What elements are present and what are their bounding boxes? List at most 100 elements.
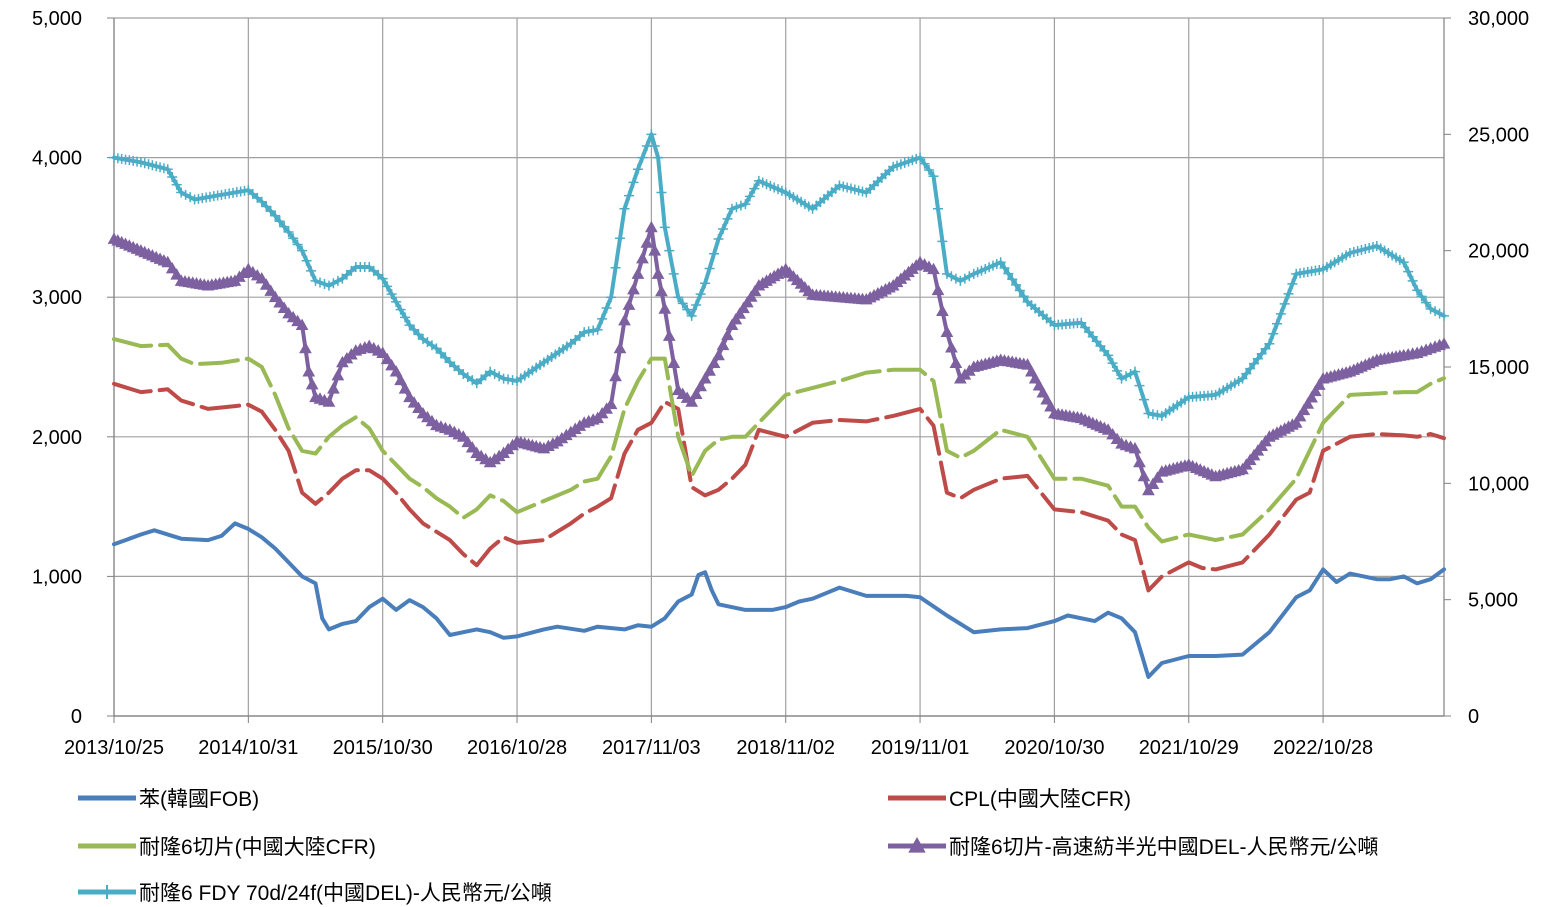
- series-point: [716, 338, 730, 351]
- series-point: [713, 234, 724, 245]
- series-point: [409, 324, 420, 335]
- x-tick-label: 2022/10/28: [1273, 737, 1373, 759]
- gridlines: [113, 17, 1444, 717]
- series-line: [112, 381, 1446, 593]
- series-point: [667, 356, 681, 369]
- series-point: [1425, 303, 1436, 314]
- series-point: [412, 401, 425, 414]
- x-tick-label: 2018/11/02: [736, 737, 835, 759]
- series-point: [1138, 394, 1149, 405]
- series-point: [1421, 297, 1432, 308]
- series-point: [950, 273, 961, 284]
- series-point: [1407, 275, 1418, 286]
- series-point: [949, 356, 963, 369]
- series-point: [709, 248, 720, 259]
- series-point: [615, 233, 626, 244]
- series-point: [592, 324, 603, 335]
- series-point: [435, 348, 446, 359]
- series-point: [677, 298, 688, 309]
- series-line: [112, 521, 1446, 679]
- series-point: [1412, 285, 1423, 296]
- series-point: [431, 343, 442, 354]
- series-point: [1134, 380, 1145, 391]
- series-point: [686, 310, 697, 321]
- series-point: [301, 255, 312, 266]
- legend-label: CPL(中國大陸CFR): [949, 788, 1131, 811]
- series-point: [255, 272, 269, 284]
- series-point: [618, 313, 631, 326]
- series-point: [1305, 391, 1318, 403]
- series-point: [941, 268, 952, 279]
- series-point: [1430, 306, 1441, 317]
- series-point: [610, 262, 621, 273]
- series-point: [737, 301, 750, 314]
- series-point: [668, 268, 679, 279]
- series-point: [1403, 266, 1414, 277]
- series-point: [588, 325, 599, 336]
- series-point: [1007, 274, 1018, 285]
- series-point: [936, 304, 949, 317]
- series-point: [919, 158, 930, 169]
- series-point: [695, 289, 706, 300]
- series-point: [601, 303, 612, 314]
- series-point: [382, 281, 393, 292]
- series-point: [1003, 268, 1014, 279]
- series-point: [376, 346, 390, 358]
- series-point: [999, 262, 1010, 273]
- series-point: [722, 213, 733, 224]
- x-tick-label: 2014/10/31: [198, 737, 298, 759]
- legend-item: 耐隆6切片(中國大陸CFR): [78, 836, 376, 859]
- y-right-tick-label: 10,000: [1468, 473, 1529, 495]
- series-point: [655, 284, 668, 297]
- series-point: [283, 227, 294, 238]
- series-line: [112, 225, 1446, 493]
- series-point: [664, 245, 675, 256]
- series-point: [653, 152, 664, 163]
- y-right-tick-label: 5,000: [1468, 590, 1518, 612]
- series-point: [927, 262, 940, 275]
- series-point: [658, 302, 672, 314]
- legend-label: 耐隆6切片(中國大陸CFR): [139, 836, 376, 859]
- series-point: [1128, 441, 1142, 454]
- series-3: [107, 220, 1451, 496]
- series-point: [606, 292, 617, 303]
- series-point: [314, 277, 325, 288]
- series-point: [613, 341, 627, 354]
- series-point: [640, 236, 654, 248]
- series-point: [400, 312, 411, 323]
- series-point: [651, 267, 665, 279]
- series-point: [331, 369, 345, 381]
- y-left-tick-label: 4,000: [32, 148, 82, 170]
- series-point: [1116, 373, 1127, 384]
- series-point: [265, 206, 276, 217]
- series-point: [185, 192, 196, 203]
- series-point: [721, 328, 734, 341]
- series-point: [712, 348, 725, 361]
- series-point: [1142, 483, 1155, 496]
- y-left-tick-label: 5,000: [32, 8, 82, 30]
- series-point: [489, 368, 500, 379]
- series-point: [264, 284, 278, 296]
- y-left-tick-label: 2,000: [32, 427, 82, 449]
- series-point: [256, 196, 267, 207]
- series-point: [959, 273, 970, 284]
- series-point: [1151, 471, 1164, 483]
- series-point: [1301, 397, 1315, 409]
- series-4: [109, 129, 1449, 421]
- series-point: [627, 282, 640, 295]
- series-point: [1264, 338, 1275, 349]
- series-point: [1107, 358, 1118, 369]
- series-point: [1279, 298, 1290, 309]
- series-1: [112, 381, 1446, 593]
- series-point: [261, 201, 272, 212]
- series-point: [1268, 328, 1279, 339]
- legend-item: 耐隆6 FDY 70d/24f(中國DEL)-人民幣元/公噸: [78, 882, 552, 905]
- y-left-tick-label: 3,000: [32, 287, 82, 309]
- series-point: [1272, 318, 1283, 329]
- series-point: [327, 382, 340, 394]
- series-point: [694, 379, 707, 392]
- series-point: [637, 152, 648, 163]
- series-point: [1398, 257, 1409, 268]
- series-point: [259, 278, 273, 290]
